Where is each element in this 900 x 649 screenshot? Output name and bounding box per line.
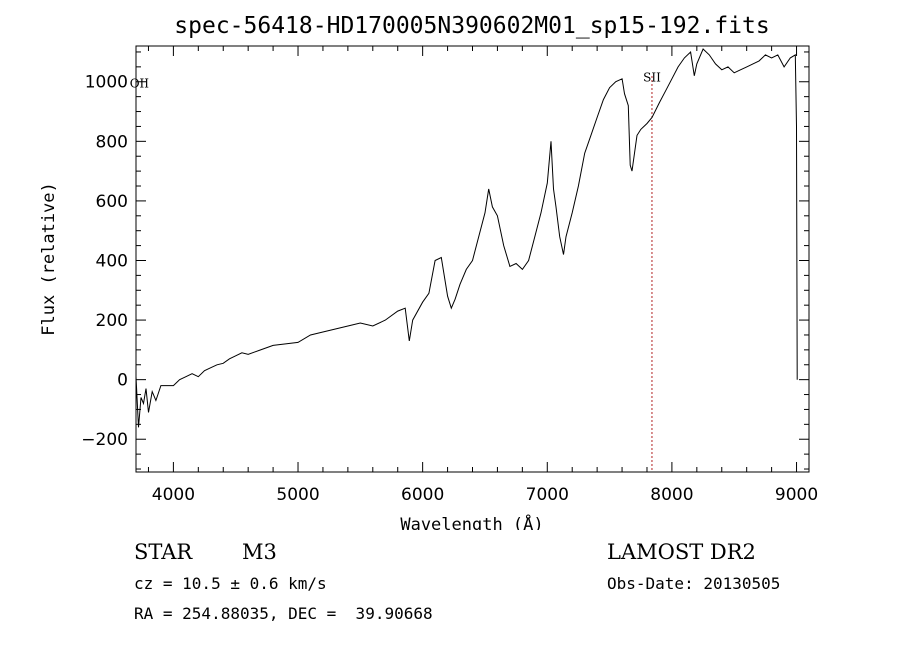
x-tick-label: 8000 xyxy=(650,485,693,505)
line-annotation-label: OII xyxy=(130,77,150,91)
object-class: STAR xyxy=(134,540,193,564)
redshift-cz: cz = 10.5 ± 0.6 km/s xyxy=(134,574,327,593)
object-subclass: M3 xyxy=(242,540,277,564)
line-annotations: OII SII xyxy=(130,71,661,472)
x-tick-label: 9000 xyxy=(775,485,818,505)
spectrum-line xyxy=(135,48,798,428)
y-tick-label: 1000 xyxy=(85,73,128,93)
y-tick-label: 600 xyxy=(96,192,128,212)
y-tick-label: 400 xyxy=(96,251,128,271)
x-axis-label: Wavelength (Å) xyxy=(400,513,543,530)
y-tick-label: 800 xyxy=(96,132,128,152)
x-tick-label: 4000 xyxy=(152,485,195,505)
y-axis-label: Flux (relative) xyxy=(39,182,59,336)
x-tick-label: 5000 xyxy=(276,485,319,505)
chart-title: spec-56418-HD170005N390602M01_sp15-192.f… xyxy=(174,13,769,39)
x-tick-label: 6000 xyxy=(401,485,444,505)
axis-ticks: 4000 5000 6000 7000 8000 9000 −200 0 200 400 600 80… xyxy=(81,46,818,505)
survey-name: LAMOST DR2 xyxy=(607,540,756,564)
y-tick-label: 0 xyxy=(117,371,128,391)
x-tick-label: 7000 xyxy=(526,485,569,505)
y-tick-label: −200 xyxy=(81,430,128,450)
line-annotation-label: SII xyxy=(643,71,661,85)
spectrum-plot: spec-56418-HD170005N390602M01_sp15-192.f… xyxy=(39,13,818,530)
obs-date: Obs-Date: 20130505 xyxy=(607,574,781,593)
coordinates: RA = 254.88035, DEC = 39.90668 xyxy=(134,604,433,623)
y-tick-label: 200 xyxy=(96,311,128,331)
